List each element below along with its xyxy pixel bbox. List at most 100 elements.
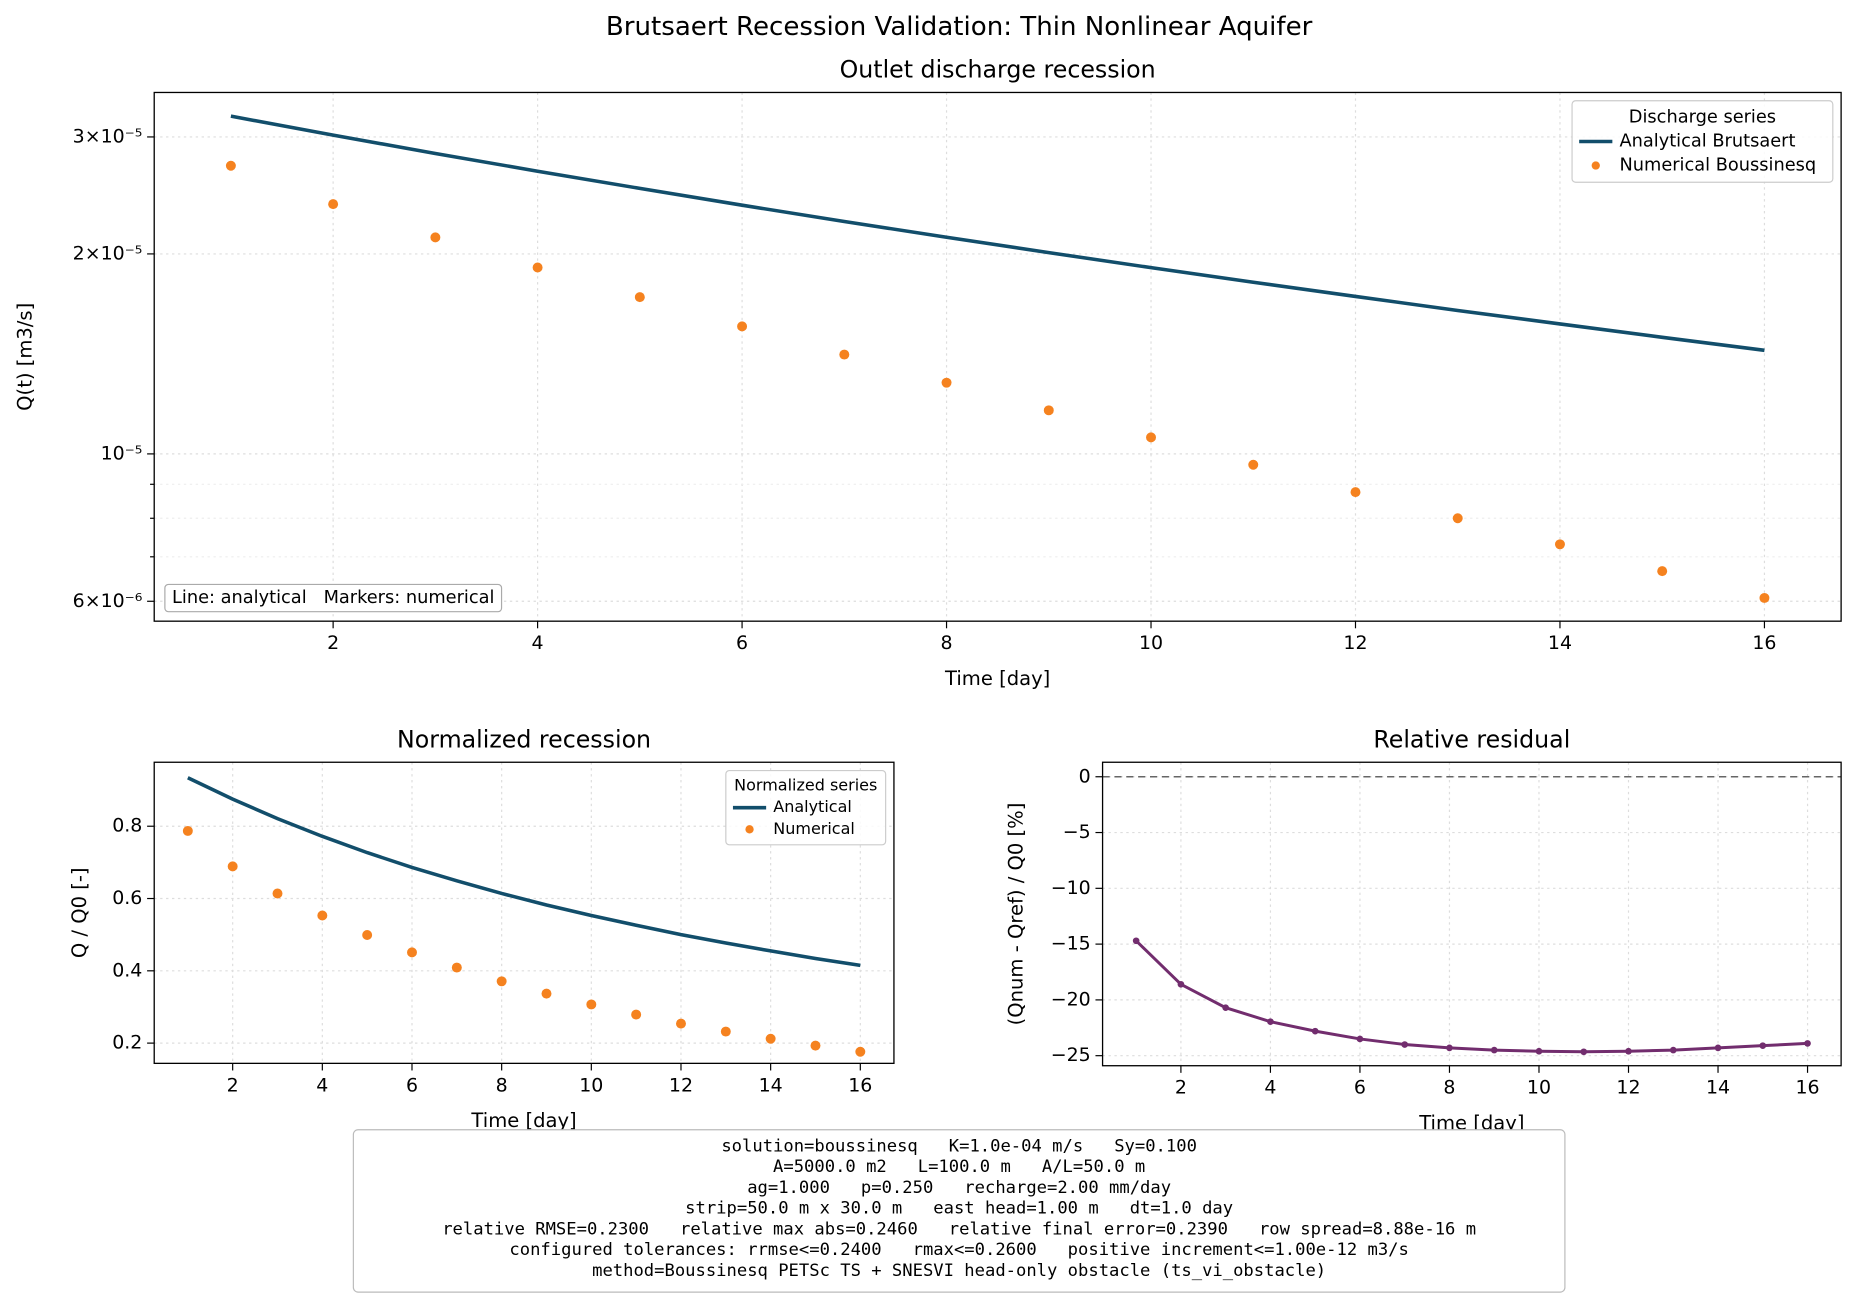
- data-point: [317, 910, 328, 921]
- data-point: [1177, 980, 1185, 988]
- y-tick-label: 0.2: [112, 1032, 142, 1054]
- y-tick-label: −20: [1051, 988, 1091, 1010]
- y-tick-label: −15: [1051, 933, 1091, 955]
- y-tick-label: 0.8: [112, 815, 142, 837]
- info-line: strip=50.0 m x 30.0 m east head=1.00 m d…: [685, 1199, 1233, 1219]
- x-tick-label: 14: [1548, 632, 1572, 654]
- annotation-box: [164, 583, 503, 613]
- data-point: [765, 1033, 776, 1044]
- series-line: [230, 114, 1765, 353]
- data-point: [855, 1046, 866, 1057]
- data-point: [1714, 1044, 1722, 1052]
- y-axis-label: (Qnum - Qref) / Q0 [%]: [1005, 803, 1028, 1026]
- x-tick-label: 6: [1354, 1077, 1366, 1099]
- data-point: [1146, 432, 1156, 443]
- data-point: [941, 377, 952, 388]
- data-point: [328, 199, 339, 210]
- data-point: [451, 962, 462, 973]
- data-point: [1804, 1040, 1811, 1047]
- x-tick-label: 4: [1264, 1077, 1276, 1099]
- data-point: [532, 262, 543, 273]
- legend-box: [725, 769, 887, 846]
- y-axis-label: Q / Q0 [-]: [68, 867, 91, 958]
- data-point: [1222, 1004, 1229, 1012]
- data-point: [810, 1040, 821, 1051]
- data-point: [1350, 487, 1361, 498]
- x-tick-label: 12: [1343, 632, 1367, 654]
- x-tick-label: 14: [759, 1074, 783, 1096]
- data-point: [1657, 566, 1668, 577]
- subplot-title: Normalized recession: [397, 725, 651, 753]
- y-tick-label: 6×10⁻⁶: [73, 590, 143, 612]
- info-line: configured tolerances: rrmse<=0.2400 rma…: [509, 1240, 1408, 1260]
- data-point: [634, 292, 645, 303]
- x-tick-label: 12: [1616, 1077, 1640, 1099]
- x-tick-label: 8: [496, 1074, 508, 1096]
- y-tick-label: 3×10⁻⁵: [73, 125, 143, 147]
- data-point: [1625, 1047, 1632, 1055]
- data-point: [541, 988, 552, 999]
- info-box: solution=boussinesq K=1.0e-04 m/s Sy=0.1…: [352, 1129, 1566, 1293]
- data-point: [1554, 539, 1565, 550]
- info-line: method=Boussinesq PETSc TS + SNESVI head…: [592, 1261, 1326, 1281]
- data-point: [1452, 513, 1463, 524]
- legend-title: Discharge series: [1629, 107, 1776, 128]
- y-tick-label: 0.4: [112, 959, 142, 981]
- legend-handle: [745, 825, 754, 834]
- legend-label: Numerical: [773, 819, 855, 838]
- plot-frame: [153, 91, 1842, 622]
- legend: Discharge series Analytical Brutsaert Nume…: [1571, 100, 1834, 183]
- series-line: [1135, 939, 1808, 1054]
- subplot-title: Outlet discharge recession: [840, 56, 1156, 84]
- data-point: [1043, 405, 1054, 416]
- data-point: [227, 861, 238, 872]
- subplot: 2 4 6 8 10 12 14 16 6×10⁻⁶ 10⁻⁵ 2×10⁻⁵ 3×10⁻⁵ Outlet…: [14, 56, 1842, 690]
- legend-label: Numerical Boussinesq: [1619, 155, 1816, 176]
- data-point: [839, 349, 850, 360]
- x-tick-label: 6: [736, 632, 748, 654]
- annotation-text: Line: analytical Markers: numerical: [172, 587, 494, 608]
- info-box-frame: [352, 1129, 1566, 1293]
- data-point: [362, 930, 373, 941]
- data-point: [430, 232, 441, 243]
- info-line: relative RMSE=0.2300 relative max abs=0.…: [442, 1219, 1476, 1239]
- x-tick-label: 2: [327, 632, 339, 654]
- subplot-title: Relative residual: [1373, 725, 1570, 753]
- plot-frame: [153, 761, 895, 1065]
- y-tick-label: 0: [1079, 765, 1091, 787]
- legend-handle: [1591, 161, 1600, 170]
- y-tick-label: −10: [1051, 877, 1091, 899]
- x-tick-label: 2: [1175, 1077, 1187, 1099]
- x-tick-label: 4: [316, 1074, 328, 1096]
- legend-label: Analytical: [773, 797, 852, 816]
- x-tick-label: 16: [848, 1074, 872, 1096]
- data-point: [1759, 592, 1770, 603]
- data-point: [586, 999, 597, 1010]
- series-line: [187, 776, 861, 968]
- legend: Normalized series Analytical Numerical: [725, 769, 887, 846]
- data-point: [1580, 1048, 1588, 1056]
- y-axis-label: Q(t) [m3/s]: [14, 303, 37, 411]
- data-point: [1401, 1041, 1409, 1048]
- legend-box: [1571, 100, 1834, 183]
- data-point: [225, 160, 236, 171]
- y-tick-label: 10⁻⁵: [101, 442, 143, 464]
- data-point: [272, 888, 283, 899]
- legend-title: Normalized series: [734, 776, 877, 795]
- data-point: [1759, 1042, 1767, 1049]
- data-point: [496, 976, 507, 987]
- x-tick-label: 10: [579, 1074, 603, 1096]
- x-tick-label: 2: [227, 1074, 239, 1096]
- data-point: [676, 1018, 686, 1029]
- data-point: [1490, 1046, 1498, 1054]
- plot-frame: [1101, 761, 1842, 1067]
- data-point: [1535, 1047, 1543, 1055]
- data-point: [1248, 459, 1259, 470]
- info-line: A=5000.0 m2 L=100.0 m A/L=50.0 m: [773, 1157, 1145, 1177]
- data-point: [1446, 1044, 1453, 1052]
- data-point: [720, 1026, 731, 1037]
- subplot: 2 4 6 8 10 12 14 16 0.2 0.4 0.6 0.8 Normalized reces…: [68, 725, 895, 1132]
- figure-title: Brutsaert Recession Validation: Thin Non…: [606, 12, 1313, 42]
